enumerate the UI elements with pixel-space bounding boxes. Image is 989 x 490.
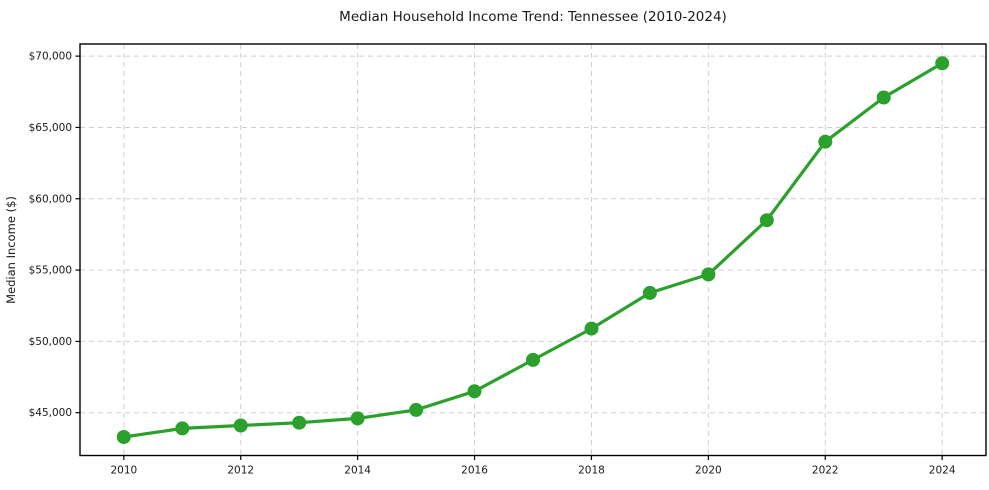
y-tick-label: $70,000: [29, 51, 72, 63]
data-point-2024: [935, 56, 950, 71]
y-tick-label: $65,000: [29, 122, 72, 134]
x-tick-label: 2020: [695, 465, 722, 477]
data-point-2021: [759, 213, 774, 228]
data-point-2017: [526, 352, 540, 367]
gridlines: [80, 44, 986, 456]
x-tick-label: 2012: [227, 465, 254, 477]
x-tick-label: 2016: [461, 465, 488, 477]
y-tick-label: $50,000: [29, 336, 72, 348]
data-point-2020: [701, 267, 716, 282]
data-point-2019: [642, 285, 657, 300]
series-line: [122, 61, 944, 439]
data-point-2015: [409, 402, 424, 417]
x-tick-label: 2010: [110, 465, 137, 477]
y-axis-label: Median Income ($): [4, 196, 18, 304]
x-tick-label: 2014: [344, 465, 371, 477]
data-point-2011: [175, 421, 190, 436]
x-tick-label: 2018: [578, 465, 605, 477]
axes-frame: [79, 43, 987, 457]
y-tick-label: $55,000: [29, 265, 72, 277]
data-point-2023: [876, 90, 891, 105]
x-tick-label: 2024: [929, 465, 956, 477]
data-point-2010: [116, 430, 131, 444]
income-series: [116, 56, 950, 444]
y-tick-label: $60,000: [29, 193, 72, 205]
x-tick-label: 2022: [812, 465, 839, 477]
data-point-2012: [233, 418, 248, 433]
data-point-2022: [818, 134, 833, 149]
y-tick-label: $45,000: [29, 407, 72, 419]
axis-ticks: [75, 55, 943, 460]
data-point-2016: [467, 384, 482, 399]
tick-labels: $45,000 $50,000 $55,000 $60,000 $65,000 $70,0…: [29, 51, 956, 477]
chart-title: Median Household Income Trend: Tennessee…: [339, 9, 727, 25]
data-point-2018: [584, 321, 599, 336]
data-point-2014: [350, 411, 365, 426]
data-point-2013: [292, 415, 307, 430]
plot-frame: [79, 43, 987, 457]
